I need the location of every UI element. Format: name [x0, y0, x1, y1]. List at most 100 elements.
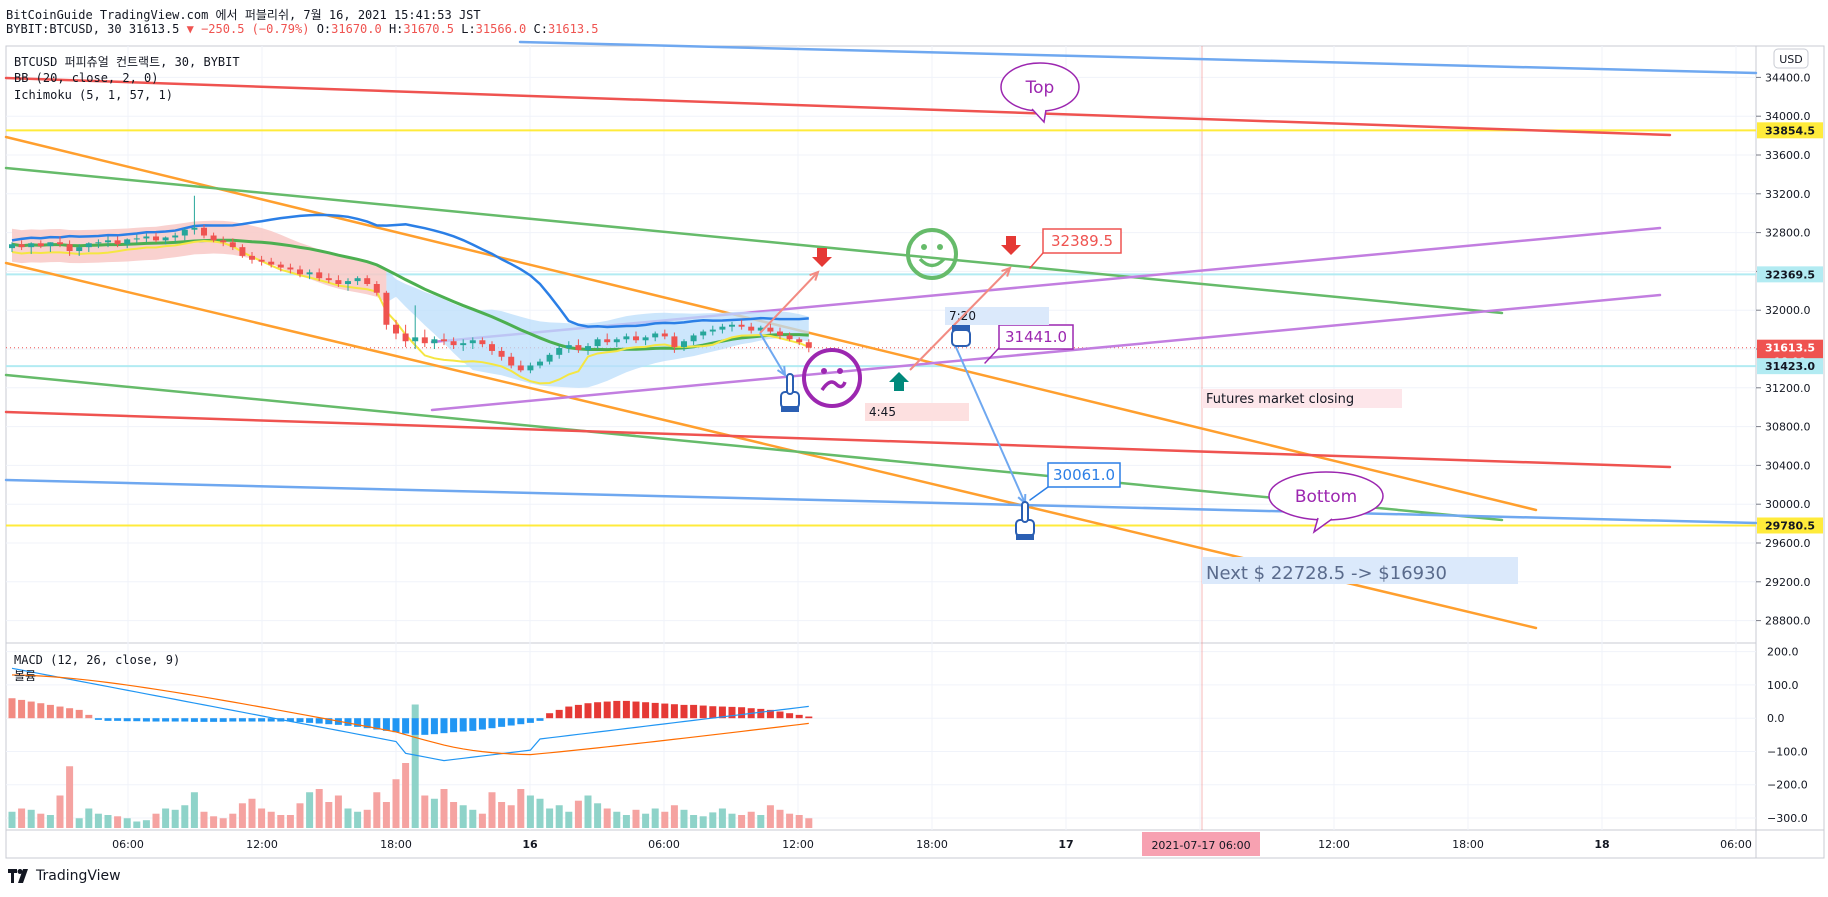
candle-body	[316, 272, 323, 279]
close-value: 31613.5	[547, 22, 599, 36]
blue-path-arrow-2	[954, 344, 1026, 504]
price-tick-label: 32000.0	[1765, 304, 1811, 317]
volume-bar	[66, 766, 74, 828]
volume-bar	[133, 821, 141, 828]
volume-bar	[661, 811, 669, 828]
macd-histogram-bar	[498, 718, 506, 727]
green-trendline-upper	[4, 166, 1504, 315]
candle-body	[306, 272, 313, 275]
volume-bar	[565, 811, 573, 828]
callout-32389-box	[1042, 228, 1122, 254]
macd-histogram-bar	[690, 704, 698, 719]
candle-body	[431, 339, 438, 344]
macd-histogram-bar	[382, 718, 390, 731]
candle-body	[47, 242, 54, 247]
volume-bar	[56, 795, 64, 828]
candle-body	[450, 341, 457, 346]
low-label: L:	[461, 22, 476, 36]
macd-histogram-bar	[661, 703, 669, 719]
red-path-arrow-2-head	[1001, 266, 1012, 277]
macd-histogram-bar	[517, 718, 525, 725]
red-trendline-lower	[4, 410, 1672, 469]
volume-bar	[747, 811, 755, 828]
candle-body	[709, 329, 716, 332]
candle-body	[143, 236, 150, 239]
time-tick-label: 16	[522, 838, 538, 851]
candle-body	[297, 269, 303, 275]
candle-body	[393, 324, 399, 334]
candle-body	[258, 259, 265, 262]
macd-histogram-bar	[190, 718, 198, 722]
volume-bar	[27, 809, 35, 828]
time-marker-label: 2021-07-17 06:00	[1151, 839, 1250, 852]
macd-histogram-bar	[27, 701, 35, 719]
volume-bar	[670, 805, 678, 828]
blue-trendline-upper	[518, 40, 1758, 75]
candle-body	[402, 333, 409, 342]
macd-histogram-bar	[421, 718, 429, 735]
currency-button[interactable]	[1773, 48, 1809, 69]
pointing-hand-icon-1-finger	[786, 373, 794, 395]
volume-bar	[85, 808, 93, 828]
candle-body	[249, 255, 255, 260]
tenkan-line	[11, 239, 810, 385]
volume-bar	[277, 815, 285, 828]
macd-histogram-bar	[680, 704, 688, 719]
price-tick-label: 29200.0	[1765, 576, 1811, 589]
volume-bar	[152, 813, 160, 828]
price-tick-label: 30800.0	[1765, 421, 1811, 434]
price-tick-label: 28800.0	[1765, 615, 1811, 628]
price-label-text: 29780.5	[1765, 519, 1815, 532]
candle-body	[277, 264, 284, 268]
candle-body	[441, 339, 447, 342]
volume-bar	[354, 811, 362, 828]
candle-body	[133, 238, 140, 240]
pointing-hand-icon-2-finger	[1021, 501, 1029, 523]
macd-histogram-bar	[114, 718, 122, 721]
macd-histogram-bar	[776, 711, 784, 719]
volume-bar	[546, 808, 554, 828]
volume-bar	[555, 805, 563, 828]
candle-body	[181, 229, 188, 236]
tradingview-logo-icon	[8, 869, 30, 883]
macd-histogram-bar	[526, 718, 534, 723]
candle-body	[613, 339, 620, 343]
tradingview-brand[interactable]: TradingView	[8, 868, 121, 884]
macd-histogram-bar	[162, 718, 170, 722]
candle-body	[690, 335, 697, 342]
callout-30061-box	[1047, 462, 1121, 488]
candle-body	[796, 339, 803, 343]
macd-histogram-bar	[699, 705, 707, 719]
macd-histogram-bar	[613, 700, 621, 719]
candle-body	[460, 343, 467, 346]
volume-bar	[718, 808, 726, 828]
macd-histogram-bar	[210, 718, 218, 722]
legend-ichimoku: Ichimoku (5, 1, 57, 1)	[14, 88, 173, 102]
top-bubble-tail	[1031, 108, 1047, 124]
macd-histogram-bar	[258, 718, 266, 722]
smiley-face-icon-eye	[921, 244, 927, 250]
candle-body	[661, 333, 668, 337]
candle-body	[191, 227, 198, 230]
macd-histogram-bar	[46, 704, 54, 719]
volume-bar	[162, 808, 170, 828]
volume-bar	[488, 792, 496, 828]
candle-body	[527, 365, 534, 371]
macd-histogram-bar	[430, 718, 438, 735]
macd-histogram-bar	[219, 718, 227, 722]
volume-bar	[507, 805, 515, 828]
callout-31441-label: 31441.0	[1005, 328, 1067, 346]
macd-histogram-bar	[805, 716, 813, 719]
macd-histogram-bar	[123, 718, 131, 722]
volume-bar	[94, 813, 102, 828]
price-tick-label: 30000.0	[1765, 498, 1811, 511]
volume-bar	[478, 813, 486, 828]
kijun-line	[11, 238, 809, 352]
price-label-box	[1757, 358, 1823, 375]
candle-body	[642, 337, 649, 341]
macd-histogram-bar	[738, 707, 746, 719]
volume-bar	[306, 792, 314, 828]
price-tick-label: 29600.0	[1765, 537, 1811, 550]
pointing-hand-icon-3-palm	[951, 329, 971, 347]
